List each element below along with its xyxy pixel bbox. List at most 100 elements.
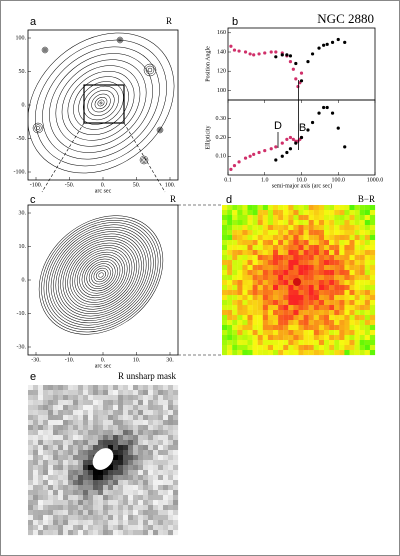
color-pixel (329, 265, 335, 271)
grey-pixel (113, 465, 119, 471)
color-pixel (369, 335, 376, 341)
color-pixel (247, 300, 253, 306)
grey-pixel (153, 525, 159, 531)
color-pixel (339, 275, 345, 281)
color-pixel (324, 270, 330, 276)
grey-pixel (103, 445, 109, 451)
grey-pixel (48, 430, 54, 436)
color-pixel (278, 205, 284, 211)
grey-pixel (38, 470, 44, 476)
color-pixel (329, 250, 335, 256)
grey-pixel (38, 420, 44, 426)
color-pixel (298, 255, 304, 261)
grey-pixel (38, 515, 44, 521)
grey-pixel (133, 450, 139, 456)
color-pixel (308, 280, 314, 286)
color-pixel (242, 290, 248, 296)
color-pixel (313, 305, 319, 311)
grey-pixel (153, 430, 159, 436)
color-pixel (262, 220, 268, 226)
grey-pixel (168, 430, 174, 436)
grey-pixel (138, 395, 144, 401)
color-pixel (313, 320, 319, 326)
grey-pixel (133, 390, 139, 396)
color-pixel (324, 350, 330, 356)
color-pixel (349, 240, 355, 246)
color-pixel (313, 300, 319, 306)
grey-pixel (38, 530, 44, 536)
color-pixel (227, 335, 233, 341)
grey-pixel (48, 490, 54, 496)
grey-pixel (83, 455, 89, 461)
grey-pixel (63, 405, 69, 411)
color-pixel (308, 255, 314, 261)
grey-pixel (113, 385, 119, 391)
color-pixel (262, 235, 268, 241)
grey-pixel (43, 390, 49, 396)
color-pixel (293, 350, 299, 356)
color-pixel (257, 220, 263, 226)
color-pixel (318, 220, 325, 226)
color-pixel (303, 290, 309, 296)
color-pixel (364, 270, 370, 276)
color-pixel (278, 290, 284, 296)
grey-pixel (53, 460, 59, 466)
grey-pixel (118, 490, 124, 496)
color-pixel (313, 225, 319, 231)
data-point (232, 48, 237, 52)
grey-pixel (153, 445, 159, 451)
grey-pixel (133, 480, 139, 486)
grey-pixel (113, 490, 119, 496)
grey-pixel (148, 395, 154, 401)
grey-pixel (173, 515, 179, 521)
color-pixel (324, 220, 330, 226)
color-pixel (252, 240, 258, 246)
grey-pixel (138, 430, 144, 436)
color-pixel (278, 260, 284, 266)
grey-pixel (63, 415, 69, 421)
color-pixel (283, 260, 289, 266)
grey-pixel (123, 390, 129, 396)
color-pixel (288, 280, 294, 286)
data-point (343, 40, 347, 45)
grey-pixel (173, 460, 179, 466)
color-pixel (359, 285, 365, 291)
color-pixel (339, 330, 345, 336)
color-pixel (293, 285, 299, 291)
color-pixel (359, 290, 365, 296)
grey-pixel (28, 390, 34, 396)
color-pixel (354, 205, 360, 211)
grey-pixel (33, 435, 39, 441)
color-pixel (283, 295, 289, 301)
color-pixel (232, 215, 238, 221)
grey-pixel (148, 415, 154, 421)
grey-pixel (93, 470, 99, 476)
color-pixel (364, 240, 370, 246)
grey-pixel (53, 510, 59, 516)
color-pixel (293, 265, 299, 271)
color-pixel (329, 275, 335, 281)
color-pixel (273, 280, 279, 286)
grey-pixel (163, 455, 169, 461)
color-pixel (349, 235, 355, 241)
color-pixel (273, 325, 279, 331)
color-pixel (334, 235, 340, 241)
grey-pixel (68, 530, 74, 536)
grey-pixel (133, 525, 139, 531)
color-pixel (262, 275, 268, 281)
color-pixel (232, 310, 238, 316)
grey-pixel (38, 500, 44, 506)
color-pixel (237, 295, 243, 301)
grey-pixel (148, 525, 154, 531)
grey-pixel (148, 440, 154, 446)
color-pixel (252, 265, 258, 271)
grey-pixel (63, 450, 69, 456)
grey-pixel (163, 490, 169, 496)
color-pixel (318, 285, 325, 291)
color-pixel (262, 330, 268, 336)
grey-pixel (28, 405, 34, 411)
grey-pixel (68, 460, 74, 466)
color-pixel (313, 330, 319, 336)
grey-pixel (38, 490, 44, 496)
color-pixel (252, 225, 258, 231)
